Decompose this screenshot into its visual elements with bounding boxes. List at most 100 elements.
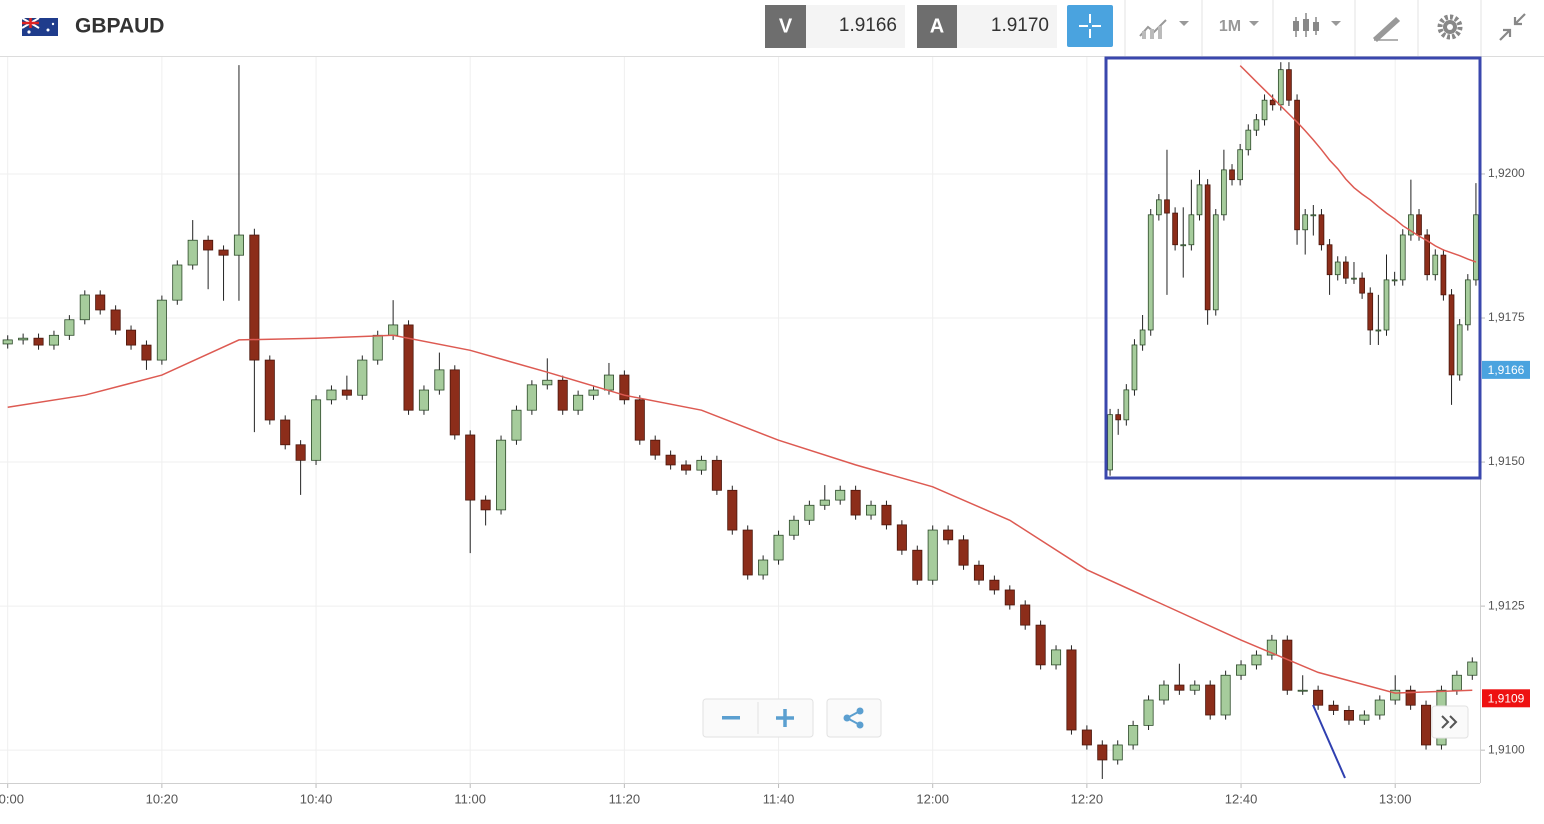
collapse-button[interactable]: [1499, 13, 1526, 41]
candle-body: [1297, 689, 1308, 692]
candle-body: [388, 324, 399, 336]
candle-body: [218, 249, 229, 256]
ask-value-box[interactable]: [957, 5, 1057, 48]
indicator-icon: [1142, 31, 1146, 39]
candle-body: [465, 434, 476, 501]
price-label-bg: [1482, 689, 1530, 708]
candle-body: [819, 499, 830, 506]
candle-body: [403, 324, 414, 411]
candle-body: [850, 489, 861, 516]
candle-body: [542, 379, 553, 386]
candle-body: [973, 564, 984, 581]
zoom-in-button[interactable]: [776, 709, 794, 727]
candle-body: [1424, 234, 1430, 276]
ask-tag[interactable]: [917, 5, 957, 48]
candle-body: [1158, 684, 1169, 701]
candle-body: [1416, 214, 1422, 236]
candle-body: [1236, 664, 1247, 676]
candle-body: [634, 399, 645, 441]
candle-body: [1310, 214, 1317, 217]
candle-body: [449, 369, 460, 436]
chart-type-button[interactable]: [1293, 13, 1341, 37]
candle-body: [1229, 169, 1235, 181]
candle-body: [927, 529, 938, 581]
x-tick-label: 11:20: [609, 791, 641, 806]
y-tick-label: 1,9150: [1488, 454, 1525, 468]
candle-body: [711, 459, 722, 491]
moving-average: [1239, 65, 1477, 263]
candle-body: [1313, 689, 1324, 706]
candle-body: [1180, 244, 1187, 247]
candle-body: [33, 337, 44, 346]
candle-body: [18, 337, 29, 341]
candle-body: [1405, 689, 1416, 706]
zoom-out-button[interactable]: [722, 716, 740, 720]
candle-body: [1212, 214, 1219, 311]
price-labels: 1,9166 1,9109: [1482, 360, 1530, 708]
candle-body: [2, 339, 13, 345]
x-tick-label: 11:00: [454, 791, 486, 806]
toolbar-separators: [1124, 0, 1482, 56]
candle-body: [866, 504, 877, 516]
candle-body: [1432, 254, 1439, 276]
inset-frame: [1104, 56, 1482, 480]
share-button[interactable]: [826, 698, 882, 738]
scroll-right-bg[interactable]: [1431, 705, 1469, 739]
candle-body: [1318, 214, 1325, 246]
candle-body: [1112, 744, 1123, 761]
draw-button[interactable]: [1372, 16, 1401, 43]
zoom-controls: [702, 698, 882, 738]
settings-button[interactable]: [1437, 14, 1463, 40]
candle-body: [1390, 689, 1401, 701]
candle-body: [1245, 129, 1252, 151]
candle-body: [1399, 234, 1406, 281]
bid-tag[interactable]: [765, 5, 806, 48]
candle-body: [588, 389, 599, 396]
candle-body: [48, 334, 59, 346]
flag-star: [46, 28, 50, 32]
timeframe-button[interactable]: 1M: [1219, 18, 1259, 35]
candle-body: [1172, 212, 1178, 246]
candle-body: [233, 234, 244, 256]
candle-body: [1359, 714, 1370, 721]
candle-body: [1375, 329, 1382, 332]
chart-type-icon: [1303, 19, 1309, 31]
candle-body: [1367, 292, 1374, 331]
candle-body: [557, 379, 568, 411]
candle-body: [1097, 744, 1108, 761]
candle-body: [1221, 169, 1227, 216]
candle-body: [1251, 654, 1262, 666]
candle-body: [943, 529, 954, 541]
candle-body: [650, 439, 661, 456]
candle-body: [203, 239, 214, 251]
candle-body: [1066, 649, 1077, 731]
candle-body: [1464, 279, 1471, 326]
candle-body: [434, 369, 445, 391]
indicator-button[interactable]: [1139, 19, 1189, 39]
candle-body: [1035, 624, 1046, 666]
dropdown-caret: [1179, 21, 1189, 26]
candle-body: [681, 464, 692, 471]
candle-body: [1294, 99, 1300, 231]
bid-value-box[interactable]: [806, 5, 905, 48]
crosshair-bg[interactable]: [1067, 5, 1113, 47]
bid-label: V: [779, 15, 793, 37]
candle-body: [1020, 604, 1031, 626]
candle-body: [526, 384, 537, 411]
candle-body: [1302, 214, 1309, 231]
candle-body: [773, 534, 784, 561]
timeframe[interactable]: 1M: [1219, 18, 1241, 35]
candle-body: [357, 359, 368, 396]
crosshair-button[interactable]: [1067, 5, 1113, 47]
candle-body: [665, 454, 676, 466]
bid-value: 1.9166: [839, 15, 897, 36]
y-tick-label: 1,9175: [1488, 310, 1525, 324]
scroll-right-button[interactable]: [1431, 705, 1469, 739]
ask-box[interactable]: A 1.9170: [917, 5, 1057, 48]
candle-body: [1261, 99, 1268, 121]
candle-body: [1343, 261, 1349, 279]
candle-body: [1128, 724, 1139, 746]
bid-box[interactable]: V 1.9166: [765, 5, 905, 48]
candle-body: [1253, 119, 1260, 131]
candle-body: [1473, 214, 1479, 281]
